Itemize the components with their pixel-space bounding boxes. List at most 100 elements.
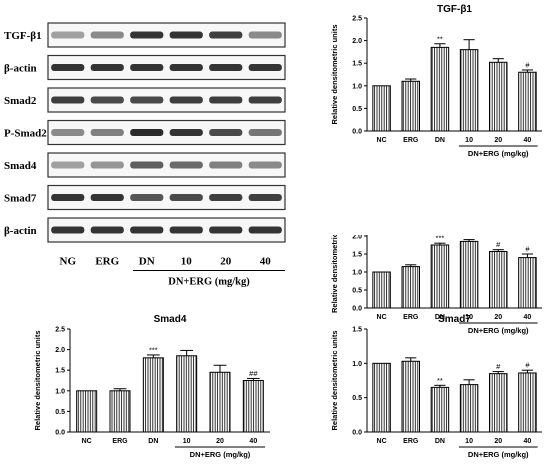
- blot-band: [248, 129, 282, 136]
- smad4-bar-chart: Smad4 Relative densitometric units 0.0 0.5 1…: [33, 314, 270, 459]
- significance-marker: **: [437, 376, 443, 385]
- blot-band: [209, 129, 243, 136]
- y-tick-label: 0.0: [352, 306, 362, 313]
- blot-band: [90, 96, 124, 104]
- blot-band: [169, 96, 203, 104]
- bar: [518, 372, 537, 433]
- blot-band: [130, 31, 164, 39]
- bar: [459, 49, 479, 132]
- y-axis-label: Relative densitometric units: [330, 24, 339, 124]
- x-tick-label: 40: [524, 137, 532, 144]
- bar: [489, 250, 508, 309]
- blot-band: [130, 226, 164, 234]
- p-smad2-bar-chart: P-Smad2Relative densitometric units0.00.…: [330, 235, 542, 335]
- bar: [401, 80, 420, 132]
- significance-marker: #: [496, 362, 501, 371]
- y-tick-label: 2.5: [352, 16, 362, 23]
- blot-band: [209, 161, 243, 169]
- tgf-beta1-bar-chart: TGF-β1 Relative densitometric units 0.0 0.5…: [330, 4, 542, 158]
- y-tick-label: 1.5: [352, 252, 362, 259]
- blot-band: [248, 194, 282, 201]
- x-tick-label: 20: [494, 438, 502, 445]
- blot-band: [209, 226, 243, 234]
- blot-band: [51, 31, 85, 39]
- significance-marker: #: [525, 361, 530, 370]
- blot-strip: [47, 152, 286, 178]
- blot-band: [130, 194, 164, 201]
- x-tick-label: NC: [377, 137, 387, 144]
- group-label: DN+ERG (mg/kg): [190, 450, 251, 459]
- blot-strip: [47, 54, 286, 81]
- bar: [372, 271, 391, 309]
- y-axis-label: Relative densitometric units: [330, 235, 339, 313]
- bar: [142, 357, 164, 433]
- x-tick-label: 20: [494, 314, 502, 321]
- x-tick-label: ERG: [403, 137, 419, 144]
- y-tick-label: 2.0: [352, 38, 362, 45]
- y-tick-label: 0.5: [352, 395, 362, 402]
- blot-strip: [47, 87, 286, 113]
- y-tick-label: 1.5: [55, 368, 65, 375]
- x-tick-label: NC: [377, 314, 387, 321]
- y-tick-label: 1.5: [352, 327, 362, 334]
- blot-strip: [47, 22, 286, 48]
- y-tick-label: 0.5: [55, 409, 65, 416]
- blot-band: [248, 64, 282, 71]
- y-tick-label: 2.5: [55, 327, 65, 334]
- x-tick-label: 20: [216, 438, 224, 445]
- x-tick-label: DN: [435, 438, 445, 445]
- bar: [242, 380, 264, 433]
- y-axis-label: Relative densitometric units: [33, 330, 42, 430]
- chart-title: Smad7: [438, 314, 471, 325]
- y-tick-label: 0.0: [55, 430, 65, 437]
- blot-lane-label: NG: [60, 256, 77, 268]
- blot-band: [209, 64, 243, 71]
- blot-band: [169, 161, 203, 169]
- bar: [430, 386, 450, 433]
- blot-band: [248, 226, 282, 234]
- blot-band: [209, 96, 243, 104]
- chart-title: Smad4: [154, 314, 187, 325]
- blot-band: [90, 129, 124, 136]
- group-label: DN+ERG (mg/kg): [468, 149, 529, 158]
- blot-row-label: β-actin: [4, 63, 37, 75]
- bar: [430, 46, 450, 132]
- blot-band: [51, 226, 85, 234]
- y-tick-label: 0.5: [352, 106, 362, 113]
- smad7-bar-chart: Smad7 Relative densitometric units 0.0 0.5 1…: [330, 314, 542, 459]
- bar: [518, 257, 537, 309]
- blot-strip: [47, 217, 286, 243]
- x-tick-label: ERG: [403, 314, 419, 321]
- x-tick-label: NC: [377, 438, 387, 445]
- western-blot-panel: TGF-β1 β-actin Smad2 P-Smad2 Smad4 Smad7 β-act…: [4, 22, 286, 288]
- blot-band: [209, 194, 243, 201]
- bar: [430, 244, 450, 309]
- blot-row-label: P-Smad2: [4, 128, 47, 140]
- x-tick-label: NC: [82, 438, 92, 445]
- blot-band: [130, 96, 164, 104]
- blot-band: [248, 31, 282, 39]
- blot-strip: [47, 119, 286, 146]
- blot-band: [90, 31, 124, 39]
- significance-marker: ***: [436, 235, 445, 243]
- x-tick-label: 20: [494, 137, 502, 144]
- blot-band: [169, 226, 203, 234]
- blot-band: [51, 161, 85, 169]
- y-tick-label: 1.0: [352, 83, 362, 90]
- blot-band: [248, 161, 282, 169]
- y-tick-label: 1.0: [55, 388, 65, 395]
- y-tick-label: 1.0: [352, 270, 362, 277]
- blot-row-label: Smad2: [4, 95, 37, 107]
- y-tick-label: 2.0: [55, 347, 65, 354]
- blot-band: [130, 161, 164, 169]
- significance-marker: #: [525, 245, 530, 254]
- blot-band: [209, 31, 243, 39]
- bar: [401, 360, 420, 433]
- y-tick-label: 1.0: [352, 361, 362, 368]
- blot-row-label: β-actin: [4, 225, 37, 237]
- blot-row-label: Smad7: [4, 193, 37, 205]
- y-tick-label: 0.5: [352, 288, 362, 295]
- blot-band: [51, 64, 85, 71]
- bar: [489, 61, 508, 132]
- blot-row-label: TGF-β1: [4, 30, 42, 42]
